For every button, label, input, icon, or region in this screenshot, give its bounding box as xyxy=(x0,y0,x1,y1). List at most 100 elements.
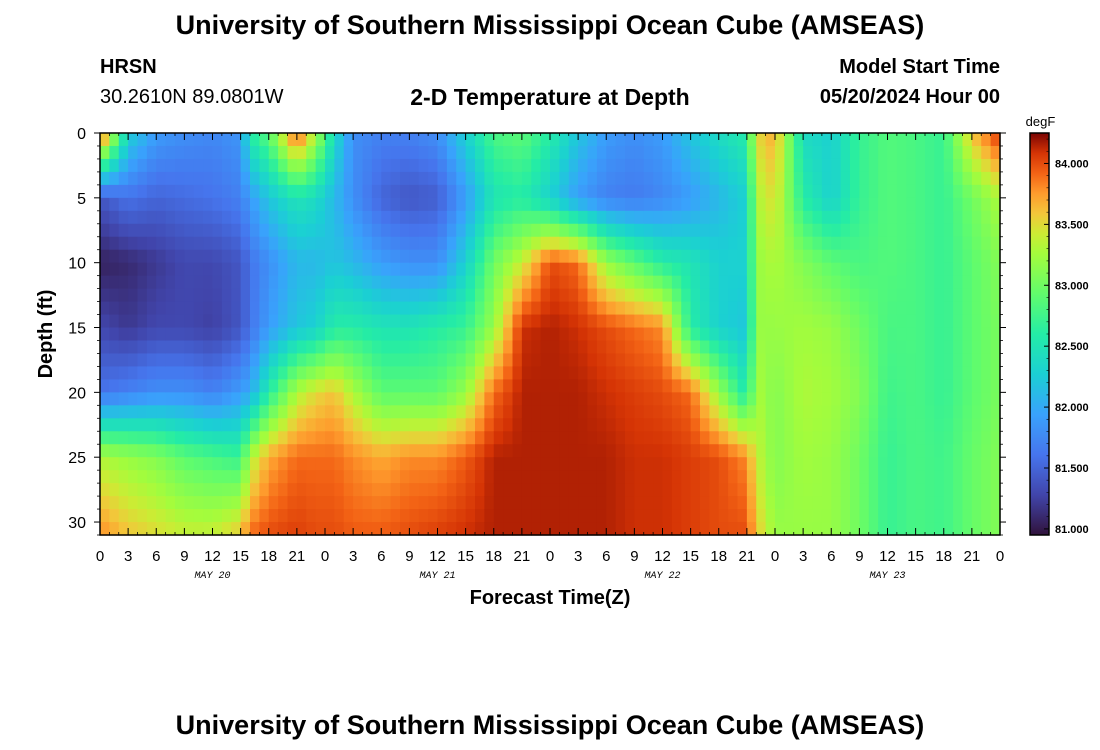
heatmap-cell xyxy=(559,171,570,186)
heatmap-cell xyxy=(175,262,185,277)
heatmap-cell xyxy=(746,470,757,484)
heatmap-cell xyxy=(756,158,767,173)
heatmap-cell xyxy=(343,509,354,523)
heatmap-cell xyxy=(465,483,476,497)
heatmap-cell xyxy=(503,405,514,419)
heatmap-cell xyxy=(775,327,785,342)
heatmap-cell xyxy=(221,353,232,368)
heatmap-cell xyxy=(728,457,739,471)
heatmap-cell xyxy=(221,184,232,199)
heatmap-cell xyxy=(475,353,485,368)
heatmap-cell xyxy=(381,366,392,380)
x-tick-label: 0 xyxy=(546,548,554,565)
heatmap-cell xyxy=(493,171,504,186)
heatmap-cell xyxy=(681,379,692,393)
heatmap-cell xyxy=(746,431,757,445)
heatmap-cell xyxy=(596,340,607,355)
heatmap-cell xyxy=(971,145,982,160)
heatmap-cell xyxy=(250,133,260,147)
heatmap-cell xyxy=(700,470,710,484)
heatmap-cell xyxy=(934,366,945,380)
heatmap-cell xyxy=(559,509,570,523)
heatmap-cell xyxy=(915,379,926,393)
heatmap-cell xyxy=(803,418,814,432)
heatmap-cell xyxy=(521,392,532,406)
heatmap-cell xyxy=(653,470,664,484)
heatmap-cell xyxy=(925,301,935,316)
heatmap-cell xyxy=(343,483,354,497)
heatmap-cell xyxy=(540,470,551,484)
heatmap-cell xyxy=(109,288,120,303)
heatmap-cell xyxy=(381,133,392,147)
heatmap-cell xyxy=(653,418,664,432)
heatmap-cell xyxy=(953,392,964,406)
heatmap-cell xyxy=(184,509,195,523)
heatmap-cell xyxy=(850,379,860,393)
heatmap-cell xyxy=(868,301,879,316)
heatmap-cell xyxy=(568,379,579,393)
heatmap-cell xyxy=(409,133,420,147)
heatmap-cell xyxy=(325,288,335,303)
heatmap-cell xyxy=(625,457,635,471)
heatmap-cell xyxy=(671,314,682,329)
heatmap-cell xyxy=(268,236,279,251)
heatmap-cell xyxy=(418,340,429,355)
heatmap-cell xyxy=(428,184,439,199)
heatmap-cell xyxy=(306,392,317,406)
heatmap-cell xyxy=(400,275,410,290)
heatmap-cell xyxy=(353,392,364,406)
heatmap-cell xyxy=(212,288,223,303)
heatmap-cell xyxy=(315,314,326,329)
heatmap-cell xyxy=(765,145,776,160)
heatmap-cell xyxy=(128,340,139,355)
heatmap-cell xyxy=(221,249,232,264)
heatmap-cell xyxy=(240,314,251,329)
heatmap-cell xyxy=(653,262,664,277)
heatmap-cell xyxy=(962,522,973,536)
heatmap-cell xyxy=(625,470,635,484)
heatmap-cell xyxy=(803,327,814,342)
heatmap-cell xyxy=(737,418,748,432)
heatmap-cell xyxy=(184,457,195,471)
heatmap-cell xyxy=(156,288,167,303)
heatmap-cell xyxy=(531,262,542,277)
heatmap-cell xyxy=(578,340,589,355)
heatmap-cell xyxy=(531,314,542,329)
heatmap-cell xyxy=(240,236,251,251)
heatmap-cell xyxy=(371,327,382,342)
heatmap-cell xyxy=(953,418,964,432)
heatmap-cell xyxy=(718,184,729,199)
heatmap-cell xyxy=(240,262,251,277)
heatmap-cell xyxy=(512,366,523,380)
heatmap-cell xyxy=(981,327,992,342)
heatmap-cell xyxy=(625,431,635,445)
heatmap-cell xyxy=(831,288,842,303)
heatmap-cell xyxy=(671,470,682,484)
heatmap-cell xyxy=(165,431,176,445)
heatmap-cell xyxy=(231,133,242,147)
heatmap-cell xyxy=(840,418,851,432)
heatmap-cell xyxy=(381,483,392,497)
heatmap-cell xyxy=(390,379,401,393)
heatmap-cell xyxy=(343,353,354,368)
heatmap-cell xyxy=(465,314,476,329)
heatmap-cell xyxy=(803,236,814,251)
heatmap-cell xyxy=(615,418,626,432)
heatmap-cell xyxy=(625,522,635,536)
heatmap-cell xyxy=(203,392,214,406)
heatmap-cell xyxy=(212,522,223,536)
heatmap-cell xyxy=(990,197,1001,212)
heatmap-cell xyxy=(287,262,298,277)
heatmap-cell xyxy=(512,509,523,523)
heatmap-cell xyxy=(596,210,607,225)
heatmap-cell xyxy=(503,379,514,393)
heatmap-cell xyxy=(334,249,345,264)
heatmap-cell xyxy=(906,171,917,186)
heatmap-cell xyxy=(240,483,251,497)
heatmap-cell xyxy=(456,314,467,329)
heatmap-cell xyxy=(521,431,532,445)
heatmap-cell xyxy=(765,496,776,510)
heatmap-cell xyxy=(531,470,542,484)
heatmap-cell xyxy=(353,133,364,147)
heatmap-cell xyxy=(409,262,420,277)
